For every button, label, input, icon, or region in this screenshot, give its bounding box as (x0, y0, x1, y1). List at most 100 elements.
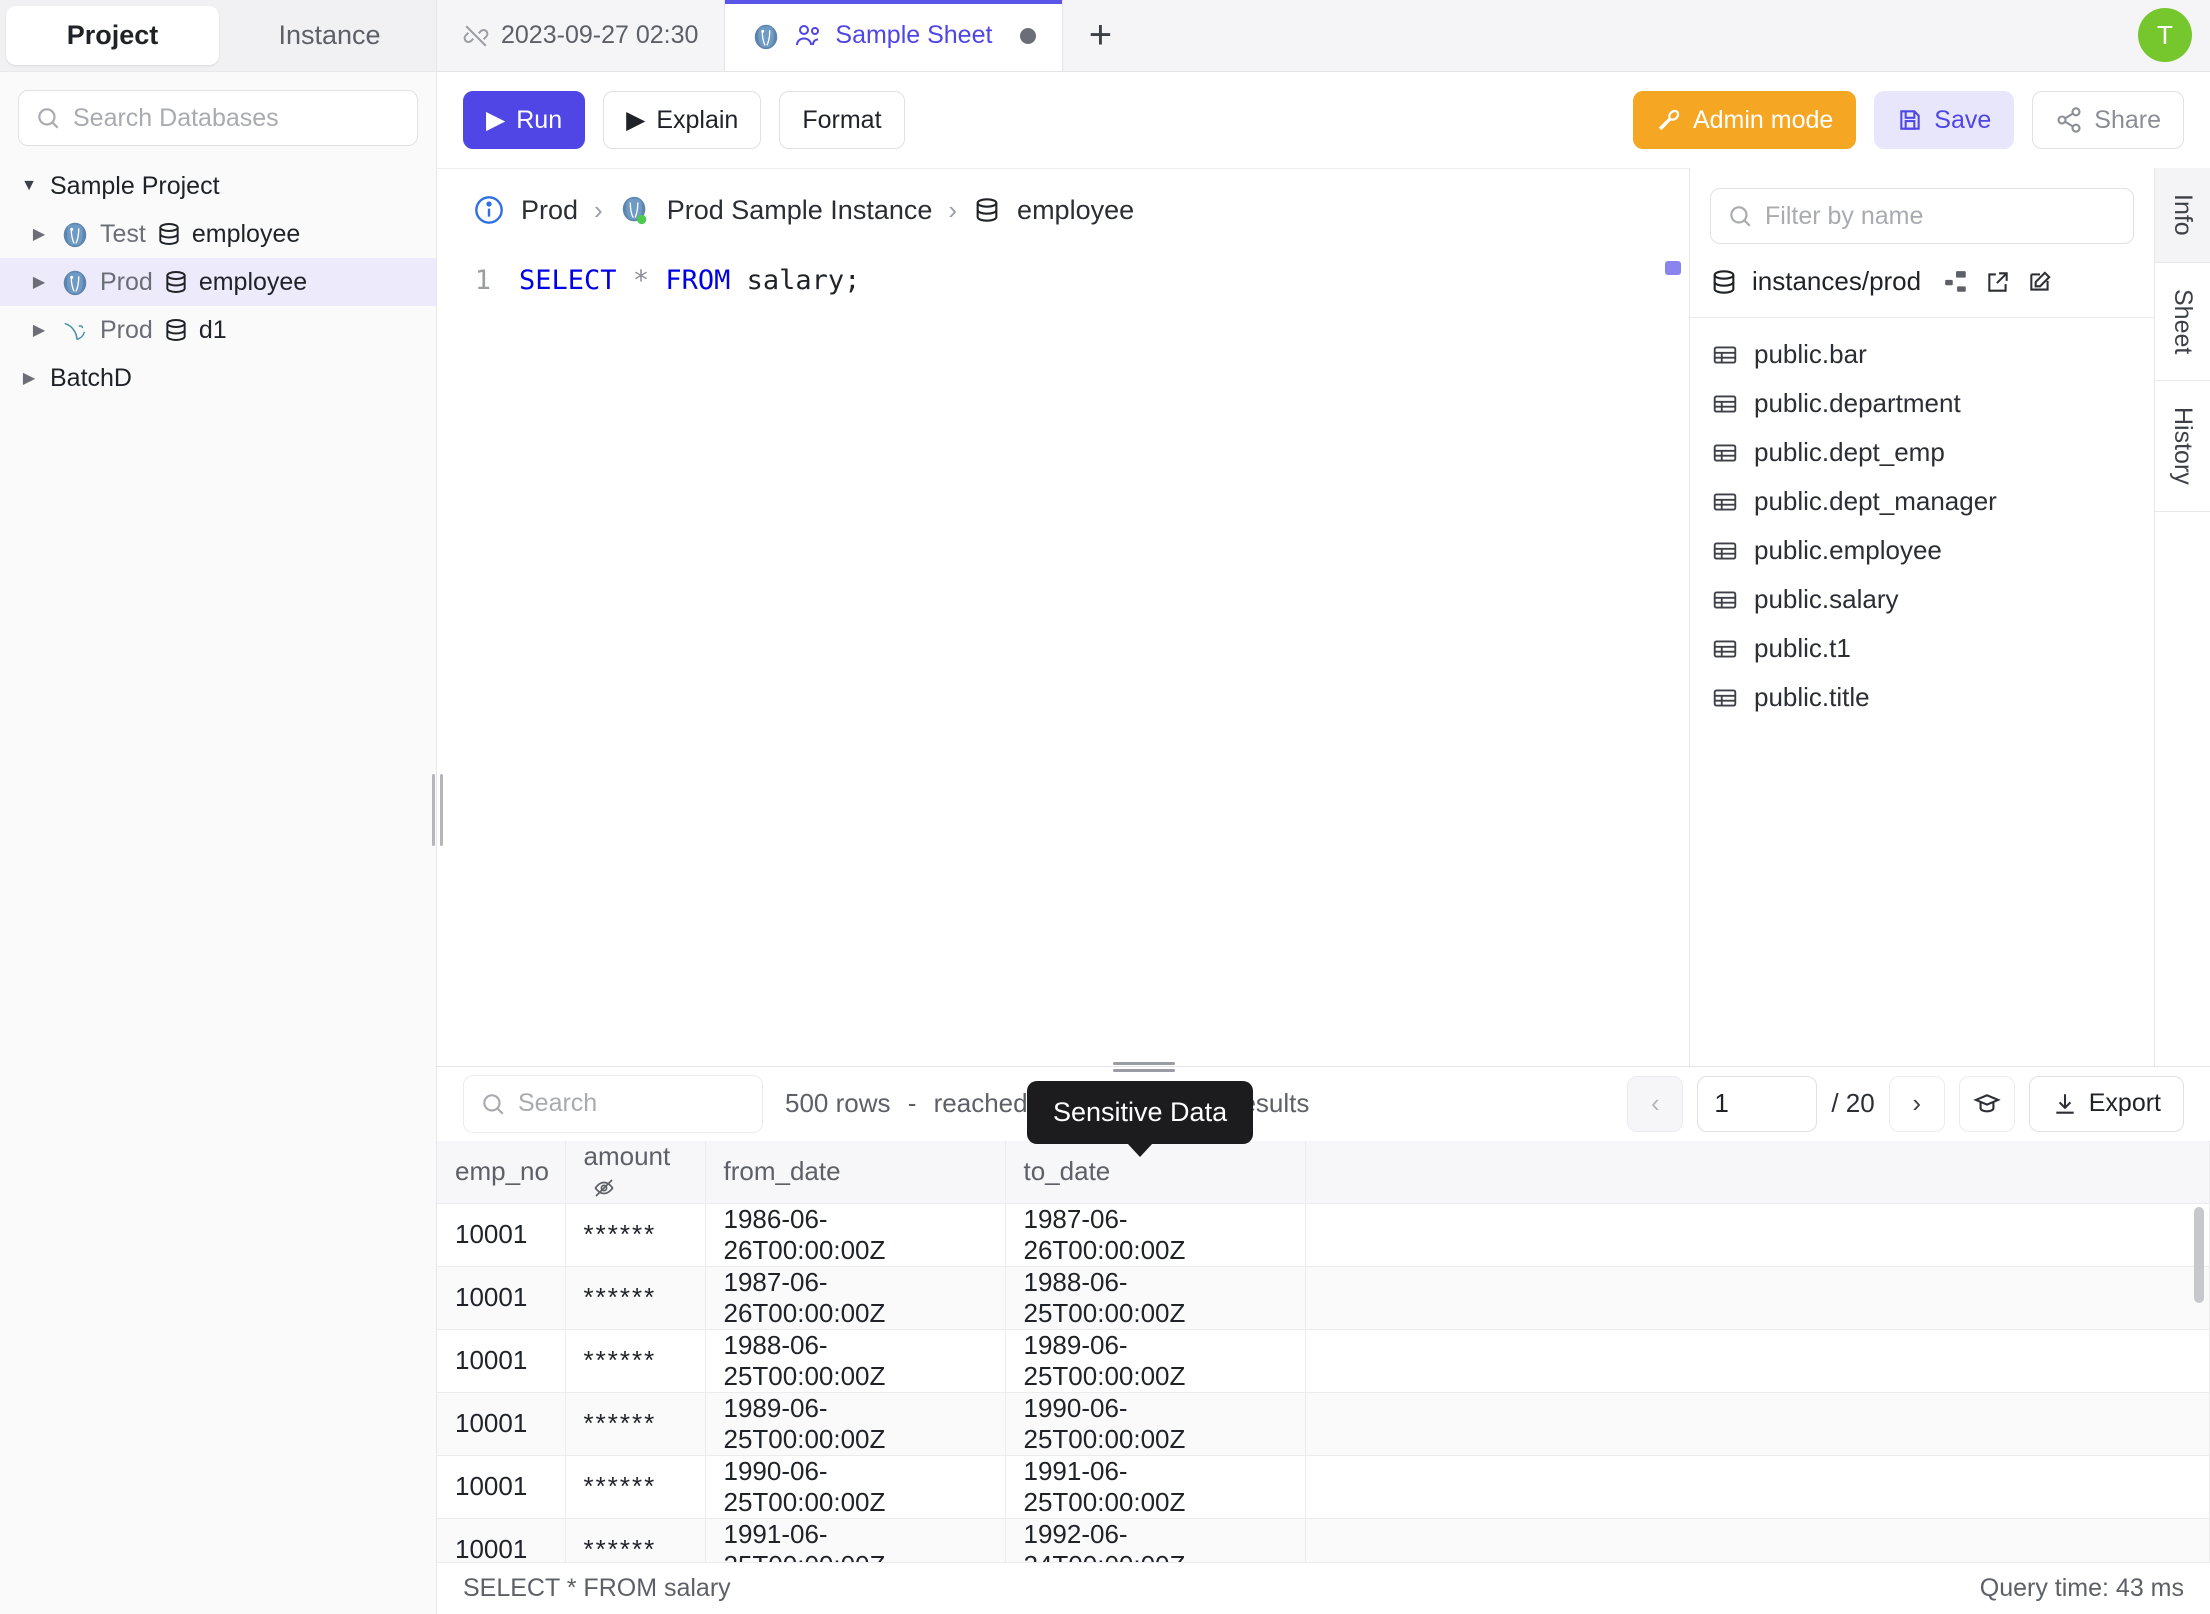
cell-blank (1305, 1203, 2210, 1267)
add-tab-button[interactable]: + (1063, 0, 1137, 71)
cell-amount-masked: ****** (565, 1266, 706, 1330)
results-grid[interactable]: emp_no amount (437, 1140, 2210, 1562)
table-row[interactable]: 10001 ****** 1986-06-26T00:00:00Z 1987-0… (437, 1203, 2210, 1267)
breadcrumb-database[interactable]: employee (1017, 194, 1135, 225)
next-page-button[interactable]: › (1888, 1075, 1945, 1132)
vtab-history[interactable]: History (2155, 381, 2210, 512)
chevron-right-icon[interactable]: ▶ (32, 274, 46, 291)
schema-diagram-icon[interactable] (1943, 269, 1969, 295)
schema-filter-wrap: Filter by name (1690, 168, 2154, 258)
schema-table-item[interactable]: public.dept_manager (1690, 477, 2154, 526)
chevron-right-icon[interactable]: ▶ (32, 322, 46, 339)
page-number-input[interactable]: 1 (1697, 1075, 1818, 1132)
query-toolbar: ▶ Run ▶ Explain Format Admin mode (437, 72, 2210, 168)
tree-item-prod-d1[interactable]: ▶ Prod d1 (0, 306, 436, 354)
share-button[interactable]: Share (2032, 91, 2184, 149)
vtab-history-label: History (2169, 407, 2197, 485)
splitter-grip-icon (431, 774, 443, 846)
vtab-info[interactable]: Info (2155, 168, 2210, 263)
unlink-icon (463, 23, 489, 49)
sheet-tabbar: 2023-09-27 02:30 Sam (437, 0, 2210, 72)
cell-to-date: 1990-06-25T00:00:00Z (1005, 1392, 1306, 1456)
tab-sample-sheet[interactable]: Sample Sheet (725, 0, 1064, 71)
info-icon[interactable] (473, 194, 505, 226)
right-vertical-tabs: Info Sheet History (2154, 168, 2210, 1066)
cell-to-date: 1992-06-24T00:00:00Z (1005, 1518, 1306, 1562)
tab-unsaved-dot (1020, 27, 1037, 44)
column-header-amount[interactable]: amount (565, 1140, 706, 1204)
schema-table-item[interactable]: public.salary (1690, 575, 2154, 624)
results-table-head: emp_no amount (437, 1140, 2210, 1204)
format-button[interactable]: Format (779, 91, 905, 149)
results-search-placeholder: Search (518, 1089, 598, 1118)
tutorial-button[interactable] (1958, 1075, 2015, 1132)
table-row[interactable]: 10001 ****** 1988-06-25T00:00:00Z 1989-0… (437, 1329, 2210, 1393)
column-header-to-date[interactable]: to_date (1005, 1140, 1306, 1204)
graduation-cap-icon (1972, 1090, 2001, 1118)
export-button[interactable]: Export (2028, 1075, 2184, 1132)
results-search-input[interactable]: Search (463, 1074, 763, 1133)
run-button[interactable]: ▶ Run (463, 91, 586, 149)
sensitive-data-tooltip: Sensitive Data (1027, 1081, 1254, 1144)
schema-table-item[interactable]: public.employee (1690, 526, 2154, 575)
tab-sample-sheet-label: Sample Sheet (835, 21, 993, 49)
schema-table-item[interactable]: public.t1 (1690, 624, 2154, 673)
schema-table-item[interactable]: public.department (1690, 379, 2154, 428)
save-button[interactable]: Save (1874, 91, 2015, 149)
results-table-body: 10001 ****** 1986-06-26T00:00:00Z 1987-0… (437, 1203, 2210, 1562)
schema-table-item[interactable]: public.bar (1690, 330, 2154, 379)
main-area: 2023-09-27 02:30 Sam (431, 0, 2210, 1614)
column-label: amount (583, 1140, 671, 1171)
column-header-emp-no[interactable]: emp_no (437, 1140, 566, 1204)
chevron-right-icon[interactable]: ▶ (22, 370, 36, 387)
tab-untitled[interactable]: 2023-09-27 02:30 (437, 0, 726, 71)
breadcrumb: Prod › Prod Sample Instance › (437, 169, 1689, 251)
chevron-down-icon[interactable]: ▼ (21, 177, 37, 194)
format-button-label: Format (802, 105, 882, 134)
schema-table-item[interactable]: public.title (1690, 673, 2154, 722)
tree-item-sample-project[interactable]: ▼ Sample Project (0, 162, 436, 210)
results-splitter[interactable] (1112, 1059, 1175, 1075)
vtab-info-label: Info (2169, 194, 2197, 236)
explain-button[interactable]: ▶ Explain (603, 91, 762, 149)
edit-icon[interactable] (2027, 269, 2053, 295)
search-databases-wrap: Search Databases (0, 72, 436, 156)
sidebar-tab-project[interactable]: Project (6, 6, 219, 65)
search-databases-input[interactable]: Search Databases (18, 90, 418, 146)
search-databases-placeholder: Search Databases (73, 103, 279, 132)
admin-mode-button[interactable]: Admin mode (1632, 91, 1857, 149)
table-row[interactable]: 10001 ****** 1991-06-25T00:00:00Z 1992-0… (437, 1518, 2210, 1562)
sql-editor-column: Prod › Prod Sample Instance › (437, 168, 1689, 1066)
status-bar: SELECT * FROM salary Query time: 43 ms (437, 1562, 2210, 1614)
schema-table-list: public.bar public.department public.dept… (1690, 318, 2154, 734)
breadcrumb-instance[interactable]: Prod Sample Instance (666, 194, 933, 225)
column-label: to_date (1023, 1156, 1111, 1187)
database-tree: ▼ Sample Project ▶ Test (0, 156, 436, 402)
table-icon (1712, 440, 1738, 466)
cell-amount-masked: ****** (565, 1329, 706, 1393)
results-vertical-scrollbar[interactable] (2194, 1206, 2204, 1303)
table-row[interactable]: 10001 ****** 1989-06-25T00:00:00Z 1990-0… (437, 1392, 2210, 1456)
schema-table-item[interactable]: public.dept_emp (1690, 428, 2154, 477)
sql-code-editor[interactable]: 1 SELECT * FROM salary; (437, 251, 1689, 1066)
tree-item-prod-employee[interactable]: ▶ Prod employee (0, 258, 436, 306)
prev-page-button[interactable]: ‹ (1627, 1075, 1684, 1132)
column-label: from_date (723, 1156, 841, 1187)
schema-filter-input[interactable]: Filter by name (1710, 188, 2134, 244)
avatar[interactable]: T (2138, 8, 2192, 62)
table-row[interactable]: 10001 ****** 1987-06-26T00:00:00Z 1988-0… (437, 1266, 2210, 1330)
sidebar-splitter[interactable] (428, 760, 446, 860)
column-header-from-date[interactable]: from_date (705, 1140, 1006, 1204)
database-icon (1710, 268, 1738, 296)
wrench-icon (1656, 107, 1682, 133)
chevron-right-icon[interactable]: ▶ (32, 226, 46, 243)
editor-scrollbar[interactable] (1665, 261, 1681, 275)
table-row[interactable]: 10001 ****** 1990-06-25T00:00:00Z 1991-0… (437, 1455, 2210, 1519)
vtab-sheet[interactable]: Sheet (2155, 263, 2210, 382)
tree-item-batchd[interactable]: ▶ BatchD (0, 354, 436, 402)
tree-item-test-employee[interactable]: ▶ Test employee (0, 210, 436, 258)
sidebar-tab-instance[interactable]: Instance (223, 0, 436, 71)
open-external-icon[interactable] (1985, 269, 2011, 295)
breadcrumb-environment[interactable]: Prod (521, 194, 579, 225)
eye-off-icon[interactable] (592, 1176, 616, 1200)
